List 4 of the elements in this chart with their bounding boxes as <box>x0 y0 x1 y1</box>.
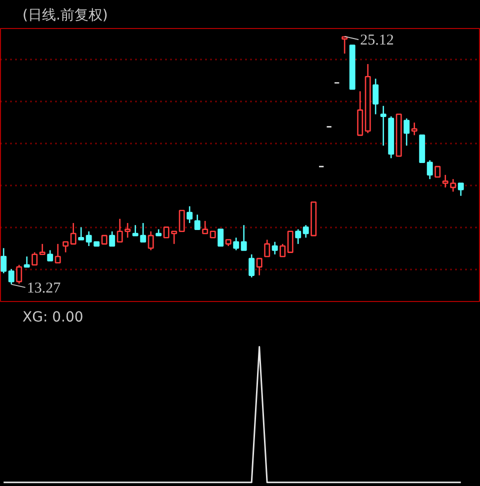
chart-title: (日线.前复权) <box>22 8 108 24</box>
chart-title: XG: 0.00 <box>22 310 84 326</box>
annotation: 13.27 <box>26 280 62 296</box>
annotation: 25.12 <box>360 32 394 49</box>
